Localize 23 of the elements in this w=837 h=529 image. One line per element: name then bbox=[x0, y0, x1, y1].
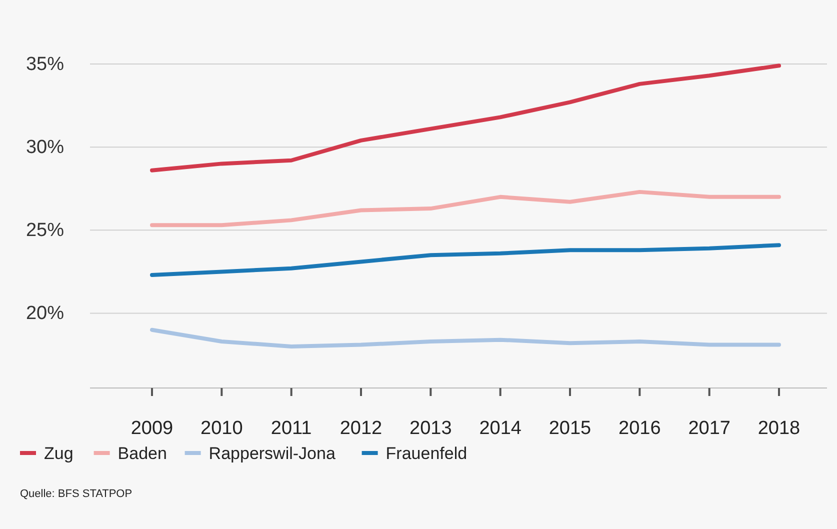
line-series bbox=[150, 64, 781, 172]
x-tick-label: 2017 bbox=[688, 418, 730, 439]
y-tick-label: 30% bbox=[26, 137, 64, 158]
y-tick-label: 25% bbox=[26, 220, 64, 242]
line-series bbox=[150, 328, 781, 348]
line-series bbox=[150, 243, 781, 278]
x-tick-label: 2015 bbox=[548, 418, 592, 439]
legend-label: Baden bbox=[118, 444, 167, 463]
x-tick-label: 2010 bbox=[200, 418, 243, 439]
legend-label: Zug bbox=[44, 444, 74, 463]
line-series bbox=[150, 190, 781, 228]
x-tick-label: 2016 bbox=[618, 418, 661, 439]
y-tick-label: 20% bbox=[26, 303, 64, 324]
source-note: Quelle: BFS STATPOP bbox=[20, 488, 132, 500]
x-tick-label: 2014 bbox=[479, 418, 522, 439]
x-tick-label: 2009 bbox=[130, 418, 174, 439]
x-tick-label: 2012 bbox=[340, 418, 382, 439]
x-tick-label: 2011 bbox=[270, 418, 312, 439]
legend-label: Rapperswil-Jona bbox=[208, 444, 336, 463]
legend-label: Frauenfeld bbox=[386, 444, 468, 463]
y-tick-label: 35% bbox=[26, 54, 64, 75]
x-tick-label: 2013 bbox=[410, 418, 452, 439]
x-tick-label: 2018 bbox=[758, 418, 800, 439]
